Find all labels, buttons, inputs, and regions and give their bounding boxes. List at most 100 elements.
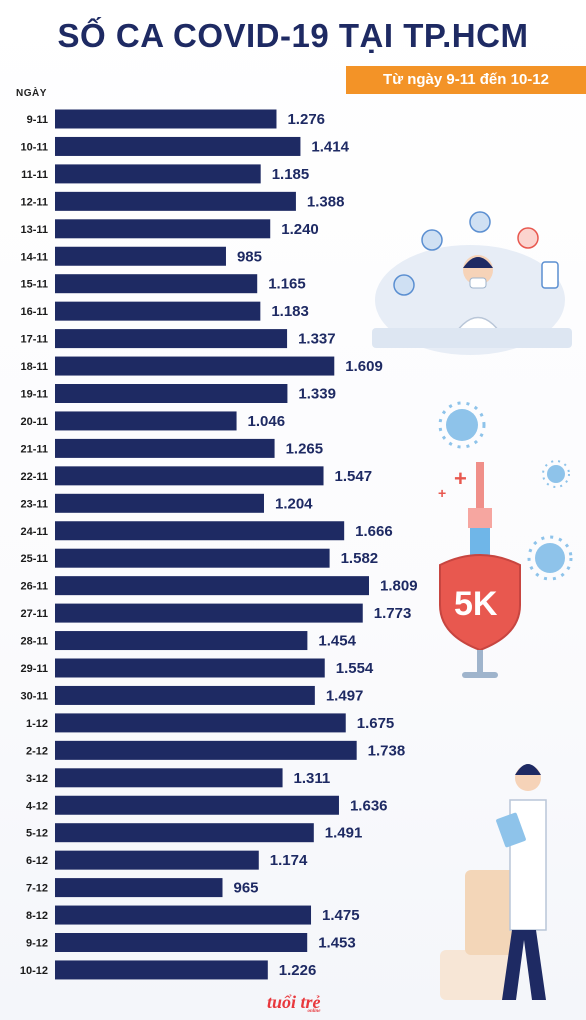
category-label: 29-11: [20, 663, 48, 675]
bar: [55, 658, 325, 678]
category-label: 22-11: [20, 471, 48, 483]
value-label: 1.046: [248, 413, 286, 430]
value-label: 1.666: [355, 523, 393, 540]
bar: [55, 521, 345, 541]
category-label: 9-12: [26, 938, 48, 950]
value-label: 1.497: [326, 687, 364, 704]
bar: [55, 933, 308, 952]
svg-text:+: +: [454, 466, 467, 491]
category-label: 5-12: [26, 828, 48, 840]
bar: [55, 878, 223, 898]
category-label: 10-11: [20, 141, 48, 153]
bar: [55, 960, 268, 980]
category-label: 2-12: [26, 745, 48, 757]
category-label: 14-11: [20, 251, 48, 263]
value-label: 1.204: [275, 495, 313, 512]
category-label: 25-11: [20, 553, 48, 565]
category-label: 27-11: [20, 608, 48, 620]
value-label: 1.636: [350, 797, 388, 814]
category-label: 24-11: [20, 526, 48, 538]
bar: [55, 740, 357, 760]
value-label: 1.582: [341, 550, 379, 567]
doctor-with-clipboard-illustration: [440, 764, 547, 1000]
bar: [55, 685, 315, 705]
svg-text:+: +: [438, 485, 446, 501]
category-label: 1-12: [26, 718, 48, 730]
category-label: 19-11: [20, 389, 48, 401]
value-label: 1.554: [336, 660, 374, 677]
value-label: 1.265: [286, 440, 324, 457]
value-label: 1.609: [345, 358, 383, 375]
category-label: 16-11: [20, 306, 48, 318]
bar: [55, 795, 339, 815]
category-label: 6-12: [26, 855, 48, 867]
value-label: 1.226: [279, 962, 317, 979]
category-label: 21-11: [20, 443, 48, 455]
svg-text:5K: 5K: [454, 585, 498, 623]
bar: [55, 603, 363, 623]
category-label: 20-11: [20, 416, 48, 428]
bar: [55, 493, 264, 513]
category-label: 15-11: [20, 279, 48, 291]
bar: [55, 905, 312, 925]
vaccine-shield-5k-icon: + + 5K: [438, 462, 521, 678]
bar: [55, 576, 369, 596]
value-label: 1.453: [318, 935, 356, 952]
category-label: 12-11: [20, 196, 48, 208]
category-label: 7-12: [26, 883, 48, 895]
value-label: 985: [237, 248, 262, 265]
value-label: 1.240: [281, 221, 319, 238]
bar: [55, 301, 261, 321]
bar: [55, 850, 259, 870]
category-label: 11-11: [21, 169, 48, 181]
bar: [55, 384, 288, 403]
category-label: 3-12: [26, 773, 48, 785]
bar: [55, 631, 308, 651]
bar: [55, 329, 288, 349]
value-label: 1.675: [357, 715, 395, 732]
value-label: 1.165: [268, 276, 306, 293]
category-label: 13-11: [20, 224, 48, 236]
value-label: 965: [234, 880, 259, 897]
bar: [55, 438, 275, 458]
category-label: 17-11: [20, 334, 48, 346]
virus-icon: [438, 401, 573, 581]
category-label: 4-12: [26, 800, 48, 812]
bar: [55, 219, 271, 239]
value-label: 1.174: [270, 852, 308, 869]
bar: [55, 713, 346, 733]
category-label: 23-11: [20, 498, 48, 510]
value-label: 1.547: [335, 468, 373, 485]
value-label: 1.185: [272, 166, 310, 183]
bar: [55, 274, 258, 294]
value-label: 1.311: [294, 770, 331, 787]
bar: [55, 768, 283, 788]
value-label: 1.454: [318, 633, 356, 650]
value-label: 1.809: [380, 578, 418, 595]
value-label: 1.491: [325, 825, 363, 842]
value-label: 1.337: [298, 331, 336, 348]
category-label: 18-11: [20, 361, 48, 373]
value-label: 1.738: [368, 742, 406, 759]
category-label: 8-12: [26, 910, 48, 922]
bar: [55, 356, 335, 376]
bar: [55, 466, 324, 486]
category-label: 9-11: [27, 114, 48, 126]
category-label: 10-12: [20, 965, 48, 977]
date-range-badge: Từ ngày 9-11 đến 10-12: [346, 66, 586, 94]
category-label: 28-11: [20, 636, 48, 648]
category-label: 26-11: [20, 581, 48, 593]
bar: [55, 548, 330, 568]
value-label: 1.339: [298, 386, 336, 403]
bar: [55, 246, 226, 266]
bar: [55, 164, 261, 184]
value-label: 1.276: [287, 111, 325, 128]
value-label: 1.183: [271, 303, 309, 320]
bar: [55, 411, 237, 431]
doctor-network-illustration: [372, 211, 572, 355]
bar: [55, 109, 277, 129]
chart-title: SỐ CA COVID-19 TẠI TP.HCM: [57, 17, 529, 54]
tuoi-tre-logo: tuổi trẻ online: [267, 992, 321, 1014]
